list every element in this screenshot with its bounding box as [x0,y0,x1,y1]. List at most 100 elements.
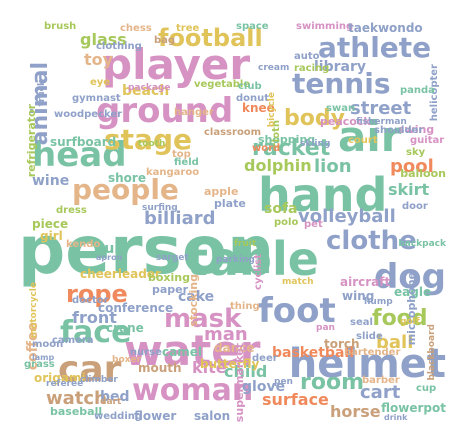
word-room: room [300,370,365,395]
word-truck: truck [37,80,47,107]
word-flowerpot: flowerpot [381,401,446,415]
word-field: field [174,157,199,168]
word-guitar: guitar [410,135,445,146]
word-dance: dance [214,341,255,355]
word-water: water [124,326,261,375]
word-bartender: bartender [344,347,401,358]
word-mouth: mouth [138,361,182,375]
word-toy: toy [84,50,114,69]
word-backpack: backpack [398,239,446,249]
word-peacock: peacock [320,115,371,128]
word-balloon: balloon [400,167,446,180]
word-butterfly: butterfly [200,357,260,371]
word-pen: pen [274,377,293,387]
word-wedding: wedding [94,411,143,422]
word-moon: moon [32,339,64,350]
word-pet: pet [304,219,323,230]
word-tree: tree [176,23,200,34]
word-conference: conference [98,301,174,315]
word-surfboard: surfboard [50,135,117,149]
word-bicycle: bicycle [267,92,277,128]
word-bag: bag [154,35,176,46]
word-skirt: skirt [388,180,430,199]
word-sofa: sofa [264,201,298,217]
word-doctor: doctor [72,295,109,306]
word-air: air [338,112,402,161]
word-library: library [314,59,367,75]
word-girl: girl [40,229,63,243]
word-racing: racing [294,63,330,74]
word-hump: hump [364,297,393,307]
word-crane: crane [106,321,144,335]
word-people: people [72,173,179,206]
word-salon: salon [194,409,231,423]
word-cream: cream [258,63,290,73]
word-word: word [252,143,281,154]
word-club: club [238,81,262,92]
word-boxing: boxing [148,271,191,284]
word-cart: cart [360,382,401,403]
word-paper: paper [152,283,189,296]
word-sarget: sarget [156,253,189,263]
word-camera: camera [52,335,94,346]
word-swan: swan [326,103,356,114]
word-eagle: eagle [394,285,432,299]
word-dart: dart [100,397,122,407]
word-blackboard: blackboard [427,324,437,381]
word-referee: referee [46,379,84,389]
word-pan: pan [316,323,335,333]
word-boxer: boxer [112,355,141,365]
word-gymnast: gymnast [72,93,121,104]
word-tennis: tennis [292,67,391,100]
word-wing: wing [342,289,375,303]
word-cake: cake [178,289,215,305]
word-vegetable: vegetable [194,79,251,90]
word-dolphin: dolphin [244,156,312,175]
word-barber: barber [362,375,400,386]
word-billiard: billiard [144,208,216,229]
word-swing: swing [398,123,435,136]
word-golf: golf [400,317,420,327]
word-clothe: clothe [326,226,417,256]
word-bed: bed [100,389,130,405]
word-kite: kite [192,358,227,377]
word-woodpecker: woodpecker [54,109,123,120]
word-seal: seal [350,317,373,328]
word-knee: knee [242,101,275,115]
word-swimming: swimming [296,21,354,32]
word-hand: hand [258,168,388,222]
word-aircraft: aircraft [340,275,391,289]
word-kendo: kendo [66,239,101,250]
word-lion: lion [314,156,352,177]
word-volleyball: volleyball [298,206,396,227]
word-street: street [350,98,412,119]
word-stage: stage [104,123,192,156]
word-cloud-canvas: person player hand table ground head air water h… [8,8,448,424]
word-drink: drink [384,413,408,422]
word-polo: polo [274,217,299,228]
word-camel: camel [162,345,202,359]
word-food: food [372,306,428,331]
word-piece: piece [32,217,69,231]
word-table: table [186,232,319,286]
word-lamp: lamp [32,353,55,362]
word-parking: parking [216,255,255,265]
word-eye: eye [90,77,111,88]
word-court: court [348,135,378,146]
word-slide: slide [356,331,383,342]
word-horse: horse [330,402,381,421]
word-refrigerator: refrigerator [25,104,38,178]
word-nurse: nurse [130,347,162,358]
word-grass: grass [24,359,55,370]
word-man: man [204,324,248,345]
word-taekwondo: taekwondo [348,21,423,35]
word-dog: dog [373,257,446,297]
word-pool: pool [390,156,434,177]
word-door: door [402,201,428,212]
word-dress: dress [56,205,87,216]
word-mask: mask [164,304,242,334]
word-helmet: helmet [288,341,446,387]
word-surface: surface [262,390,329,409]
word-racket: racket [252,136,331,161]
word-fisherman: fisherman [356,117,407,127]
